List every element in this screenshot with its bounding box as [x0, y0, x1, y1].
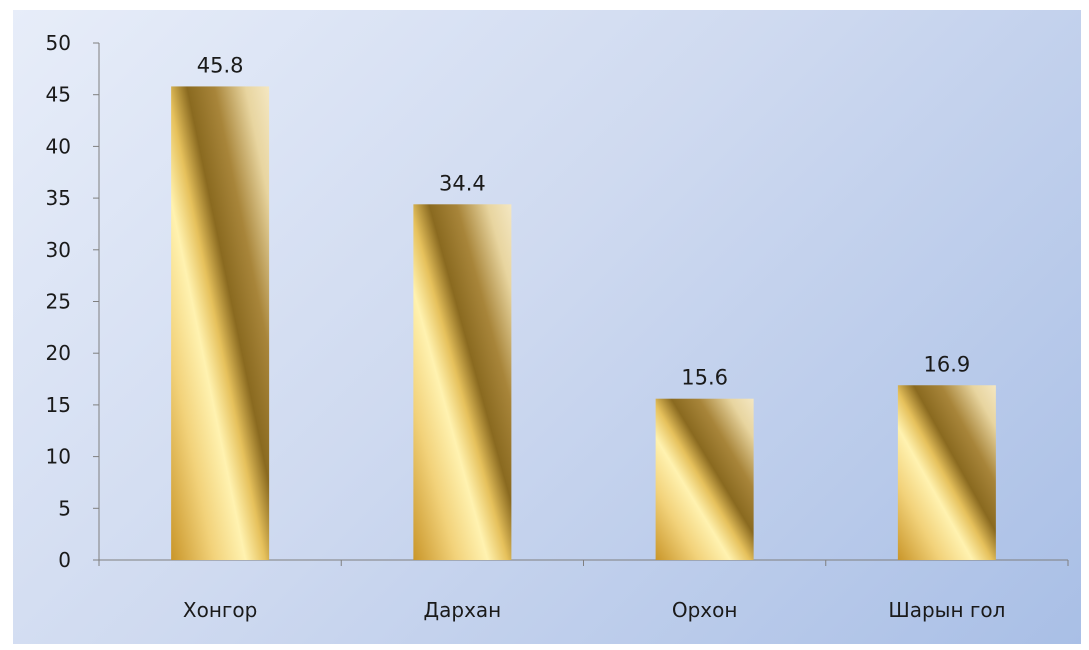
y-tick-label: 45 [46, 83, 71, 107]
y-tick-label: 15 [46, 393, 71, 417]
y-tick-label: 30 [46, 238, 71, 262]
bar [413, 204, 512, 560]
y-tick-label: 50 [46, 31, 71, 55]
bar [897, 385, 996, 560]
data-label: 15.6 [681, 366, 728, 390]
y-tick-label: 20 [46, 341, 71, 365]
bars [171, 86, 996, 560]
category-label: Дархан [424, 598, 502, 622]
category-label: Орхон [672, 598, 738, 622]
data-label: 45.8 [197, 53, 244, 77]
y-tick-label: 5 [58, 496, 71, 520]
y-tick-label: 25 [46, 290, 71, 314]
bar [655, 398, 754, 560]
category-label: Хонгор [183, 598, 257, 622]
category-label: Шарын гол [888, 598, 1005, 622]
y-tick-label: 0 [58, 548, 71, 572]
data-label: 34.4 [439, 171, 486, 195]
y-tick-label: 40 [46, 134, 71, 158]
bar [171, 86, 270, 560]
labels: 45.8 Хонгор 34.4 Дархан 15.6 Орхон 16.9 Шарын г… [183, 53, 1006, 622]
y-tick-label: 35 [46, 186, 71, 210]
y-tick-label: 10 [46, 445, 71, 469]
data-label: 16.9 [923, 352, 970, 376]
axes: 0 5 10 15 20 25 30 35 40 45 50 [46, 31, 1069, 572]
